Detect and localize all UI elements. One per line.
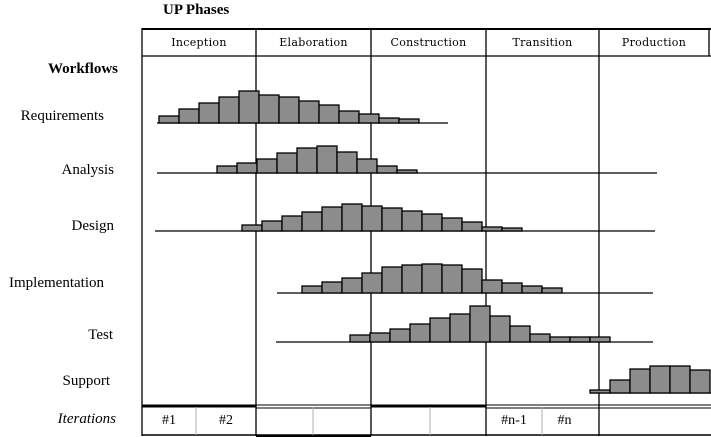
effort-bar: [529, 333, 551, 343]
effort-bar: [541, 287, 563, 294]
effort-bar: [376, 165, 398, 174]
effort-bar: [398, 118, 420, 124]
effort-bar: [238, 90, 260, 124]
effort-bar: [218, 96, 240, 124]
effort-bar: [421, 213, 443, 232]
effort-bar: [449, 313, 471, 343]
effort-bar: [256, 158, 278, 174]
effort-bar: [341, 277, 363, 294]
effort-bar: [481, 226, 503, 232]
effort-bar: [261, 220, 283, 232]
phase-elaboration: Elaboration: [279, 36, 348, 49]
effort-bar: [441, 217, 463, 232]
workflow-analysis: Analysis: [61, 162, 115, 178]
effort-bar: [481, 279, 503, 294]
iteration-2: #2: [219, 413, 233, 428]
effort-bar: [549, 336, 571, 343]
phase-production: Production: [621, 36, 687, 49]
effort-bar: [501, 282, 523, 294]
effort-bar: [609, 379, 631, 394]
effort-bar: [489, 315, 511, 343]
effort-bar: [158, 115, 180, 124]
effort-bar: [361, 272, 383, 294]
effort-bar: [381, 207, 403, 232]
workflow-test: Test: [88, 327, 113, 343]
effort-bar: [381, 266, 403, 294]
effort-bar: [378, 117, 400, 124]
iteration-n: #n: [557, 413, 572, 428]
workflow-implementation: Implementation: [9, 275, 104, 291]
effort-bar: [258, 94, 280, 124]
workflow-requirements: Requirements: [20, 108, 104, 124]
effort-bar: [341, 203, 363, 232]
effort-bar: [669, 365, 691, 394]
effort-bar: [349, 334, 371, 343]
effort-bar: [396, 169, 418, 174]
effort-bar: [509, 325, 531, 343]
effort-bar: [389, 328, 411, 343]
effort-bar: [178, 108, 200, 124]
effort-bar: [409, 323, 431, 343]
workflow-support: Support: [62, 373, 110, 389]
effort-bar: [589, 389, 611, 394]
iteration-cell: [599, 407, 709, 435]
effort-bar: [301, 285, 323, 294]
iteration-cell: [371, 407, 430, 435]
effort-bar: [629, 368, 651, 394]
effort-bar: [521, 285, 543, 294]
effort-bar: [301, 211, 323, 232]
effort-bar: [461, 268, 483, 294]
effort-bar: [401, 210, 423, 232]
diagram-title: UP Phases: [163, 2, 230, 18]
effort-bar: [501, 227, 523, 232]
effort-bar: [296, 147, 318, 174]
workflow-design: Design: [71, 218, 115, 234]
iteration-cell: [313, 407, 371, 435]
effort-bar: [469, 305, 491, 343]
effort-bar: [589, 336, 611, 343]
phase-inception: Inception: [171, 36, 227, 49]
effort-bar: [336, 151, 358, 174]
effort-bar: [278, 96, 300, 124]
phase-construction: Construction: [390, 36, 467, 49]
iterations-label: Iterations: [57, 411, 116, 427]
effort-bar: [369, 332, 391, 343]
effort-bar: [298, 100, 320, 124]
iteration-n-minus-1: #n-1: [501, 413, 527, 428]
effort-bar: [441, 264, 463, 294]
effort-bar: [236, 162, 258, 174]
effort-bar: [569, 336, 591, 343]
effort-bar: [241, 224, 263, 232]
iteration-cell: [430, 407, 486, 435]
effort-bar: [689, 369, 711, 394]
effort-bar: [276, 152, 298, 174]
workflows-heading: Workflows: [47, 61, 118, 77]
effort-bar: [216, 165, 238, 174]
effort-bar: [321, 206, 343, 232]
effort-bar: [318, 104, 340, 124]
effort-bar: [429, 317, 451, 343]
effort-bar: [338, 110, 360, 124]
effort-bar: [198, 102, 220, 124]
effort-bar: [401, 264, 423, 294]
iteration-cell: [256, 407, 313, 435]
effort-bar: [321, 281, 343, 294]
effort-bar: [281, 215, 303, 232]
effort-bar: [356, 158, 378, 174]
effort-bar: [316, 145, 338, 174]
effort-bar: [421, 263, 443, 294]
effort-bar: [361, 205, 383, 232]
effort-bar: [358, 113, 380, 124]
iteration-1: #1: [162, 413, 176, 428]
effort-bar: [461, 221, 483, 232]
phase-transition: Transition: [512, 36, 573, 49]
effort-bar: [649, 365, 671, 394]
